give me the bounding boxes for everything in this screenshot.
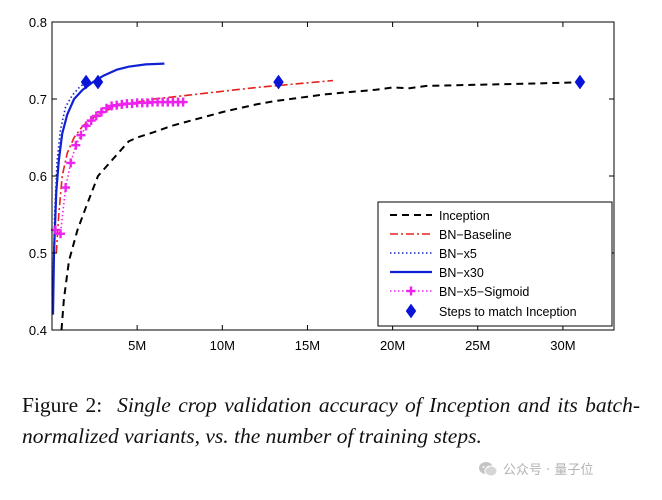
series-point-bn-x5-sigmoid	[61, 183, 71, 193]
x-tick-label: 20M	[380, 338, 405, 353]
match-marker	[92, 74, 104, 90]
x-tick-label: 30M	[550, 338, 575, 353]
figure-caption: Figure 2: Single crop validation accurac…	[22, 390, 640, 452]
x-tick-label: 25M	[465, 338, 490, 353]
x-tick-label: 15M	[295, 338, 320, 353]
legend-label-bn-x5: BN−x5	[439, 247, 477, 261]
x-tick-label: 10M	[210, 338, 235, 353]
series-line-bn-x5-sigmoid	[54, 101, 184, 235]
legend-label-bn-x30: BN−x30	[439, 266, 484, 280]
y-tick-label: 0.6	[29, 169, 47, 184]
axis-layer: 0.4 0.5 0.6 0.7 0.8 5M 10M 15M 20M 25M 30M	[29, 15, 614, 353]
x-tick-label: 5M	[128, 338, 146, 353]
caption-label: Figure 2:	[22, 393, 103, 417]
y-tick-label: 0.7	[29, 92, 47, 107]
caption-text: Single crop validation accuracy of Incep…	[22, 393, 641, 448]
series-point-bn-x5-sigmoid	[101, 103, 111, 113]
series-point-bn-x5-sigmoid	[91, 111, 101, 121]
series-point-bn-x5-sigmoid	[56, 229, 66, 239]
series-layer	[50, 62, 580, 331]
legend-sample-marker-bn-x5-sigmoid	[406, 286, 416, 296]
series-point-bn-x5-sigmoid	[66, 158, 76, 168]
series-point-bn-x5-sigmoid	[71, 140, 81, 150]
legend-samples	[390, 214, 432, 319]
match-marker	[574, 74, 586, 90]
legend-label-bn-baseline: BN−Baseline	[439, 228, 512, 242]
watermark-text: 公众号 · 量子位	[503, 463, 594, 478]
series-line-inception	[60, 81, 580, 331]
legend-box	[377, 201, 613, 327]
y-tick-label: 0.5	[29, 246, 47, 261]
accuracy-chart: 0.4 0.5 0.6 0.7 0.8 5M 10M 15M 20M 25M 30M Incepti…	[29, 15, 615, 353]
series-point-bn-x5-sigmoid	[81, 121, 91, 131]
legend-label-steps-to-match: Steps to match Inception	[439, 305, 577, 319]
match-marker	[80, 74, 92, 90]
series-point-bn-x5-sigmoid	[96, 107, 106, 117]
y-tick-label: 0.4	[29, 323, 47, 338]
series-point-bn-x5-sigmoid	[76, 130, 86, 140]
y-tick-label: 0.8	[29, 15, 47, 30]
marker-layer	[80, 74, 586, 90]
legend-label-bn-x5-sigmoid: BN−x5−Sigmoid	[439, 285, 529, 299]
series-line-bn-x30	[51, 62, 165, 315]
match-marker	[273, 74, 284, 90]
series-point-bn-x5-sigmoid	[86, 116, 96, 126]
legend-sample-steps-to-match	[405, 303, 417, 319]
wechat-icon	[479, 461, 498, 476]
series-line-bn-baseline	[55, 79, 334, 254]
series-point-bn-x5-sigmoid	[178, 97, 188, 107]
legend-label-inception: Inception	[439, 209, 490, 223]
watermark: 公众号 · 量子位	[478, 459, 593, 478]
legend: Inception BN−Baseline BN−x5 BN−x30 BN−x5…	[377, 201, 613, 327]
